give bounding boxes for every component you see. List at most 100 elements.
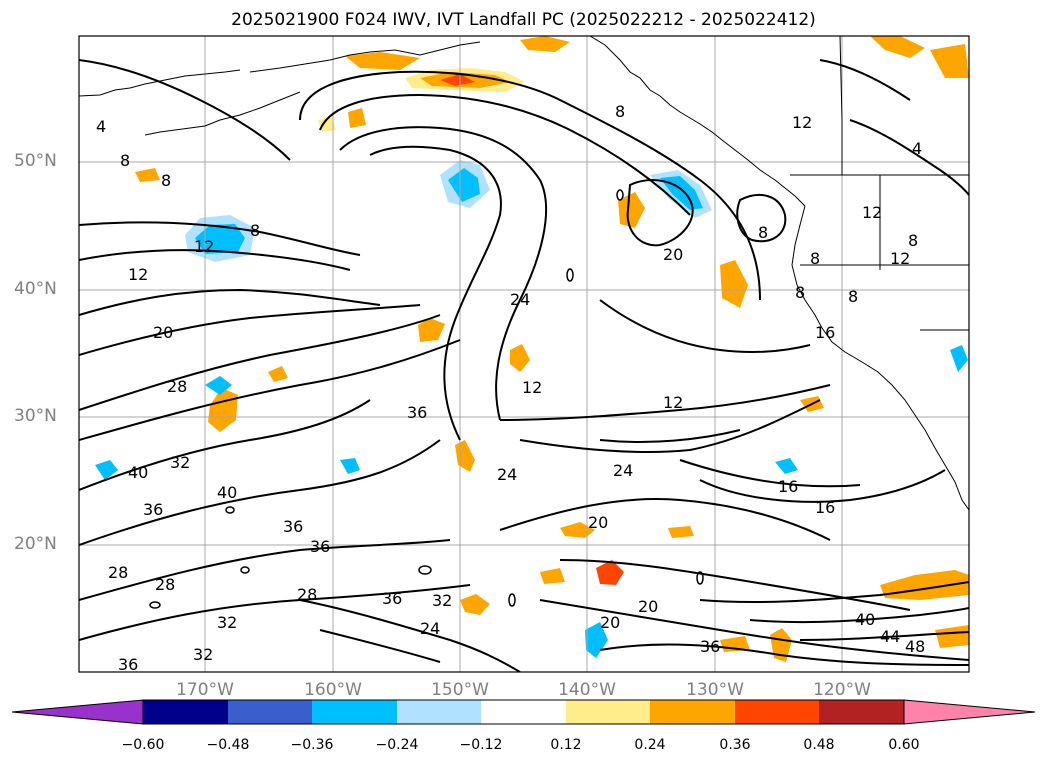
- colorbar-segment: [735, 700, 819, 724]
- shade-patch: [520, 36, 570, 52]
- contour-label: 40: [855, 610, 875, 629]
- contour-label: 44: [880, 627, 900, 646]
- contour-label: 8: [795, 283, 805, 302]
- colorbar-label: −0.24: [375, 737, 419, 753]
- shade-patch: [205, 376, 232, 395]
- colorbar-label: 0.36: [719, 737, 751, 753]
- colorbar: [11, 699, 1036, 725]
- contour-label: 8: [615, 102, 625, 121]
- contour-label: 32: [193, 645, 213, 664]
- contour-label: 32: [432, 591, 452, 610]
- lat-label: 30°N: [14, 406, 57, 426]
- contour-label: 28: [297, 585, 317, 604]
- contour-label: 36: [118, 655, 138, 674]
- colorbar-label: −0.60: [121, 737, 165, 753]
- contour-label: 12: [663, 393, 683, 412]
- contour-label: 8: [161, 171, 171, 190]
- contour-label: 36: [143, 500, 163, 519]
- colorbar-label: 0.48: [803, 737, 835, 753]
- colorbar-segment: [903, 699, 1036, 725]
- colorbar-label: −0.48: [206, 737, 250, 753]
- shade-patch: [560, 522, 595, 538]
- contour-label: 32: [217, 613, 237, 632]
- map-plot: 4 8 8 12 8 12 20 28 40 36 40 32 36 28 36…: [78, 35, 970, 674]
- shade-patch: [345, 52, 420, 70]
- colorbar-segment: [312, 700, 397, 724]
- contour-label: 8: [250, 221, 260, 240]
- lat-label: 40°N: [14, 279, 57, 299]
- colorbar-label: 0.24: [634, 737, 666, 753]
- contour-label: 28: [108, 563, 128, 582]
- lat-label: 20°N: [14, 534, 57, 554]
- shade-patch: [870, 36, 925, 58]
- lon-label: 160°W: [304, 680, 362, 700]
- colorbar-segment: [819, 700, 904, 724]
- contour-label: 24: [613, 461, 633, 480]
- shade-patch: [348, 108, 366, 128]
- contour-label: 12: [522, 378, 542, 397]
- lon-label: 170°W: [176, 680, 234, 700]
- colorbar-segment: [397, 700, 481, 724]
- shade-patch: [195, 224, 245, 254]
- contour-label: 36: [407, 403, 427, 422]
- shade-patch: [268, 366, 288, 382]
- coastlines: [79, 36, 969, 511]
- shade-patch: [935, 625, 969, 648]
- contour-label: 36: [700, 637, 720, 656]
- shade-patch: [540, 568, 565, 584]
- shade-patch: [440, 74, 475, 86]
- colorbar-label: 0.60: [888, 737, 920, 753]
- shade-patch: [135, 168, 160, 182]
- contour-label: 8: [120, 151, 130, 170]
- colorbar-segment: [143, 700, 228, 724]
- contour-loops: [149, 189, 704, 609]
- contour-label: 16: [815, 323, 835, 342]
- contour-label: 24: [497, 465, 517, 484]
- colorbar-label: −0.36: [290, 737, 334, 753]
- shade-patch: [660, 176, 703, 210]
- colorbar-segment: [650, 700, 735, 724]
- lon-label: 150°W: [431, 680, 489, 700]
- contour-label: 28: [167, 377, 187, 396]
- contour-label: 36: [310, 537, 330, 556]
- contour-label: 20: [663, 245, 683, 264]
- shade-patch: [596, 560, 624, 585]
- contour-label: 8: [848, 287, 858, 306]
- contour-label-group: 4 8 8 12 8 12 20 28 40 36 40 32 36 28 36…: [96, 102, 925, 674]
- shade-patch: [448, 168, 480, 202]
- plot-frame: [78, 35, 970, 673]
- contour-label: 8: [908, 231, 918, 250]
- colorbar-segment: [11, 699, 144, 725]
- shade-patch: [668, 526, 694, 538]
- contour-label: 40: [217, 483, 237, 502]
- lon-label: 120°W: [813, 680, 871, 700]
- colorbar-label: −0.12: [459, 737, 503, 753]
- contour-label: 28: [155, 575, 175, 594]
- contour-label: 24: [420, 619, 440, 638]
- contour-label: 4: [912, 139, 922, 158]
- colorbar-segment: [566, 700, 650, 724]
- contour-label: 20: [588, 513, 608, 532]
- contour-label: 12: [862, 203, 882, 222]
- contour-label: 12: [128, 265, 148, 284]
- contour-label: 12: [792, 113, 812, 132]
- shade-patch: [460, 594, 490, 615]
- contour-label: 12: [890, 249, 910, 268]
- shade-patch: [95, 460, 118, 480]
- contour-label: 36: [283, 517, 303, 536]
- contour-label: 8: [758, 223, 768, 242]
- shade-patch: [340, 458, 360, 474]
- contour-label: 16: [815, 498, 835, 517]
- shade-patch: [930, 44, 969, 78]
- lon-label: 130°W: [686, 680, 744, 700]
- lon-label: 140°W: [558, 680, 616, 700]
- shade-patch: [418, 318, 445, 342]
- contour-label: 24: [510, 290, 530, 309]
- contour-label: 48: [905, 637, 925, 656]
- contour-label: 8: [810, 249, 820, 268]
- map-title: 2025021900 F024 IWV, IVT Landfall PC (20…: [231, 10, 816, 30]
- contour-label: 16: [778, 477, 798, 496]
- colorbar-label: 0.12: [550, 737, 582, 753]
- contour-label: 12: [194, 237, 214, 256]
- contour-label: 4: [96, 117, 106, 136]
